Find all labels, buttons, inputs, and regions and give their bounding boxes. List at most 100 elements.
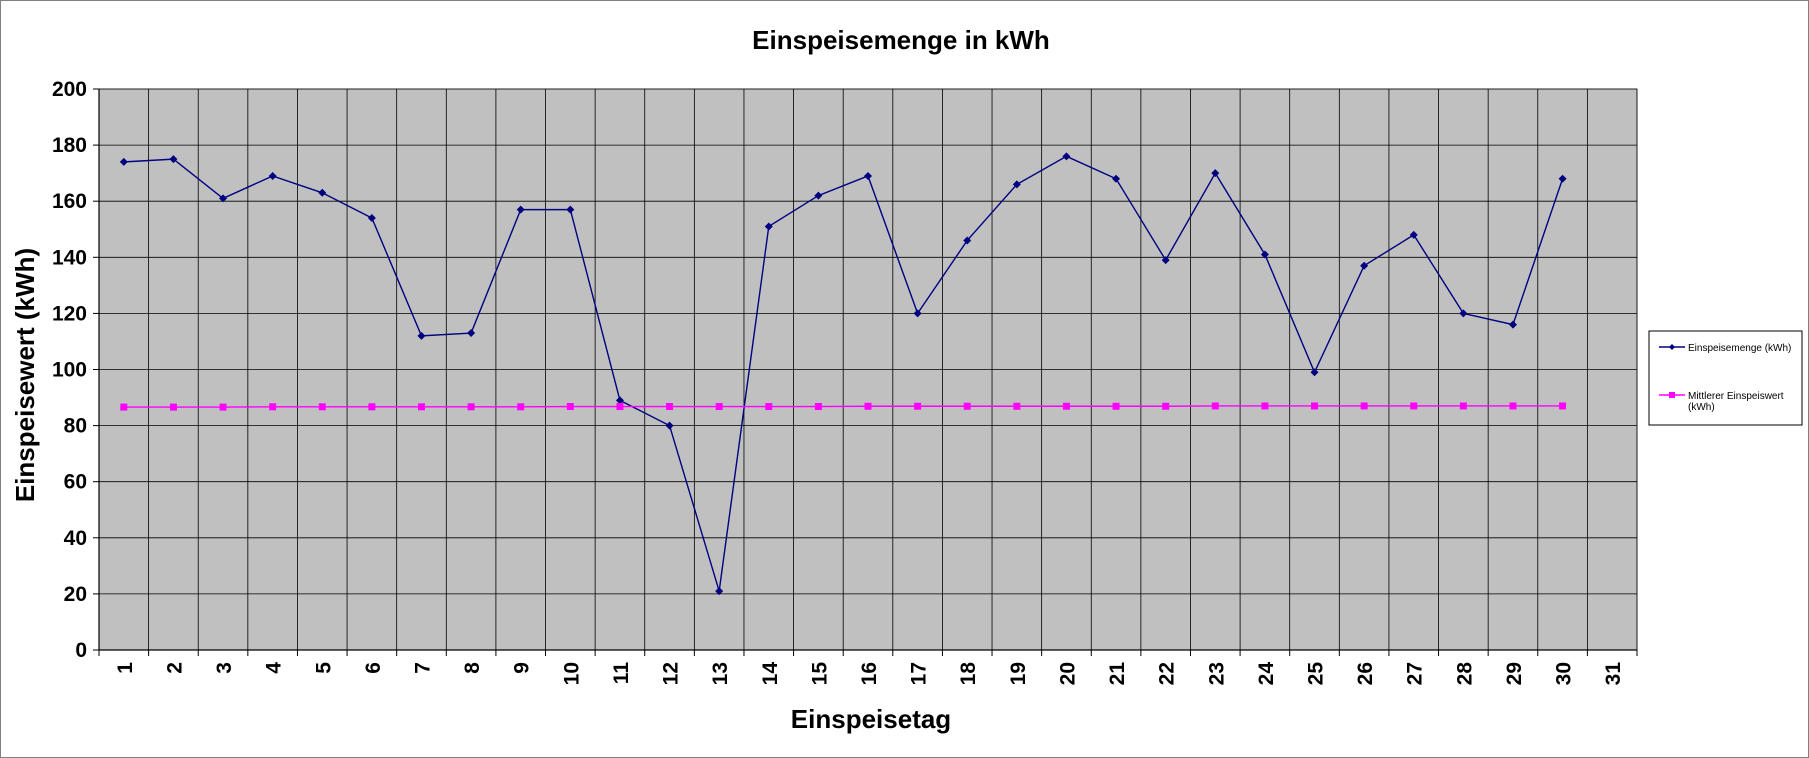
- series-1: [119, 152, 1567, 596]
- axes: [93, 88, 1638, 656]
- x-tick-label: 29: [1503, 662, 1526, 685]
- data-point: [566, 205, 575, 214]
- x-tick-label: 14: [759, 662, 782, 686]
- series-line: [123, 155, 1564, 592]
- data-point: [269, 403, 277, 411]
- data-point: [367, 214, 376, 223]
- legend-marker: [1669, 344, 1675, 350]
- data-point: [516, 205, 525, 214]
- data-point: [219, 403, 227, 411]
- x-tick-label: 2: [163, 662, 186, 674]
- data-point: [764, 222, 773, 231]
- data-point: [1062, 402, 1070, 410]
- legend: Einspeisemenge (kWh) Mittlerer Einspeiswe…: [1648, 330, 1803, 426]
- y-tick-label: 180: [52, 134, 87, 157]
- x-tick-label: 27: [1404, 662, 1427, 685]
- x-tick-label: 5: [312, 662, 335, 674]
- data-point: [1260, 250, 1269, 259]
- data-point: [616, 403, 624, 411]
- data-point: [467, 329, 476, 338]
- data-point: [715, 587, 724, 596]
- data-point: [1410, 402, 1418, 410]
- legend-label-line: Mittlerer Einspeiswert: [1688, 391, 1784, 402]
- x-tick-label: 12: [660, 662, 683, 685]
- data-point: [1161, 256, 1170, 265]
- x-tick-label: 3: [213, 662, 236, 674]
- x-tick-label: 25: [1305, 662, 1328, 686]
- data-point: [566, 403, 574, 411]
- data-point: [120, 403, 128, 411]
- x-tick-label: 17: [908, 662, 931, 685]
- data-point: [1310, 368, 1319, 377]
- data-point: [615, 396, 624, 405]
- legend-label: Mittlerer Einspeiswert (kWh): [1688, 391, 1784, 413]
- x-tick-label: 15: [808, 662, 831, 686]
- y-tick-label: 120: [52, 302, 87, 325]
- x-tick-labels: 1 2 3 4 5 6 7 8 9 10 11 12 13 14 15 16 17 18 19 20 21 22 23 24 2…: [114, 662, 1625, 686]
- data-point: [318, 403, 326, 411]
- data-point: [169, 155, 178, 164]
- x-tick-label: 13: [709, 662, 732, 685]
- x-tick-label: 4: [263, 662, 286, 674]
- y-tick-label: 40: [64, 527, 87, 550]
- x-tick-label: 10: [560, 662, 583, 685]
- chart-title: Einspeisemenge in kWh: [752, 25, 1050, 55]
- data-point: [913, 309, 922, 318]
- data-point: [864, 171, 872, 180]
- data-point: [417, 331, 426, 340]
- x-tick-label: 26: [1354, 662, 1377, 685]
- series-line: [123, 405, 1563, 408]
- data-point: [1508, 320, 1517, 329]
- data-point: [1311, 402, 1319, 410]
- data-point: [368, 403, 376, 411]
- x-tick-label: 30: [1553, 662, 1576, 685]
- x-tick-label: 19: [1007, 662, 1030, 685]
- y-tick-label: 140: [52, 246, 87, 269]
- data-point: [666, 403, 674, 411]
- data-point: [963, 236, 972, 245]
- data-point: [1162, 402, 1170, 410]
- y-tick-label: 80: [64, 415, 87, 438]
- x-tick-label: 6: [362, 662, 385, 674]
- x-tick-label: 18: [957, 662, 980, 686]
- x-tick-label: 11: [610, 662, 633, 685]
- data-point: [219, 194, 228, 203]
- data-point: [1112, 402, 1120, 410]
- x-tick-label: 23: [1205, 662, 1228, 685]
- x-tick-label: 28: [1453, 662, 1476, 686]
- data-point: [914, 402, 922, 410]
- data-point: [318, 188, 327, 197]
- y-tick-label: 60: [64, 471, 87, 494]
- data-point: [517, 403, 525, 411]
- x-tick-label: 8: [461, 662, 484, 674]
- data-point: [963, 402, 971, 410]
- series-2: [120, 402, 1567, 411]
- legend-marker: [1669, 392, 1675, 398]
- x-axis-title: Einspeisetag: [791, 704, 951, 734]
- data-point: [1360, 261, 1369, 270]
- data-point: [169, 403, 177, 411]
- x-tick-label: 9: [511, 662, 534, 674]
- data-point: [1409, 230, 1418, 239]
- legend-label: Einspeisemenge (kWh): [1688, 343, 1791, 354]
- data-point: [765, 403, 773, 411]
- data-point: [715, 403, 723, 411]
- data-point: [467, 403, 475, 411]
- data-point: [864, 402, 872, 410]
- x-tick-label: 1: [114, 662, 137, 674]
- data-point: [119, 157, 128, 166]
- data-point: [665, 421, 674, 430]
- x-tick-label: 7: [411, 662, 434, 674]
- legend-label-line: (kWh): [1688, 402, 1715, 413]
- data-point: [1559, 402, 1567, 410]
- data-point: [1211, 402, 1219, 410]
- y-tick-label: 100: [52, 359, 87, 382]
- x-tick-label: 24: [1255, 662, 1278, 686]
- x-tick-label: 16: [858, 662, 881, 685]
- x-tick-label: 31: [1602, 662, 1625, 686]
- data-point: [1112, 174, 1121, 183]
- data-point: [1012, 180, 1021, 189]
- data-point: [1459, 402, 1467, 410]
- data-point: [268, 171, 277, 180]
